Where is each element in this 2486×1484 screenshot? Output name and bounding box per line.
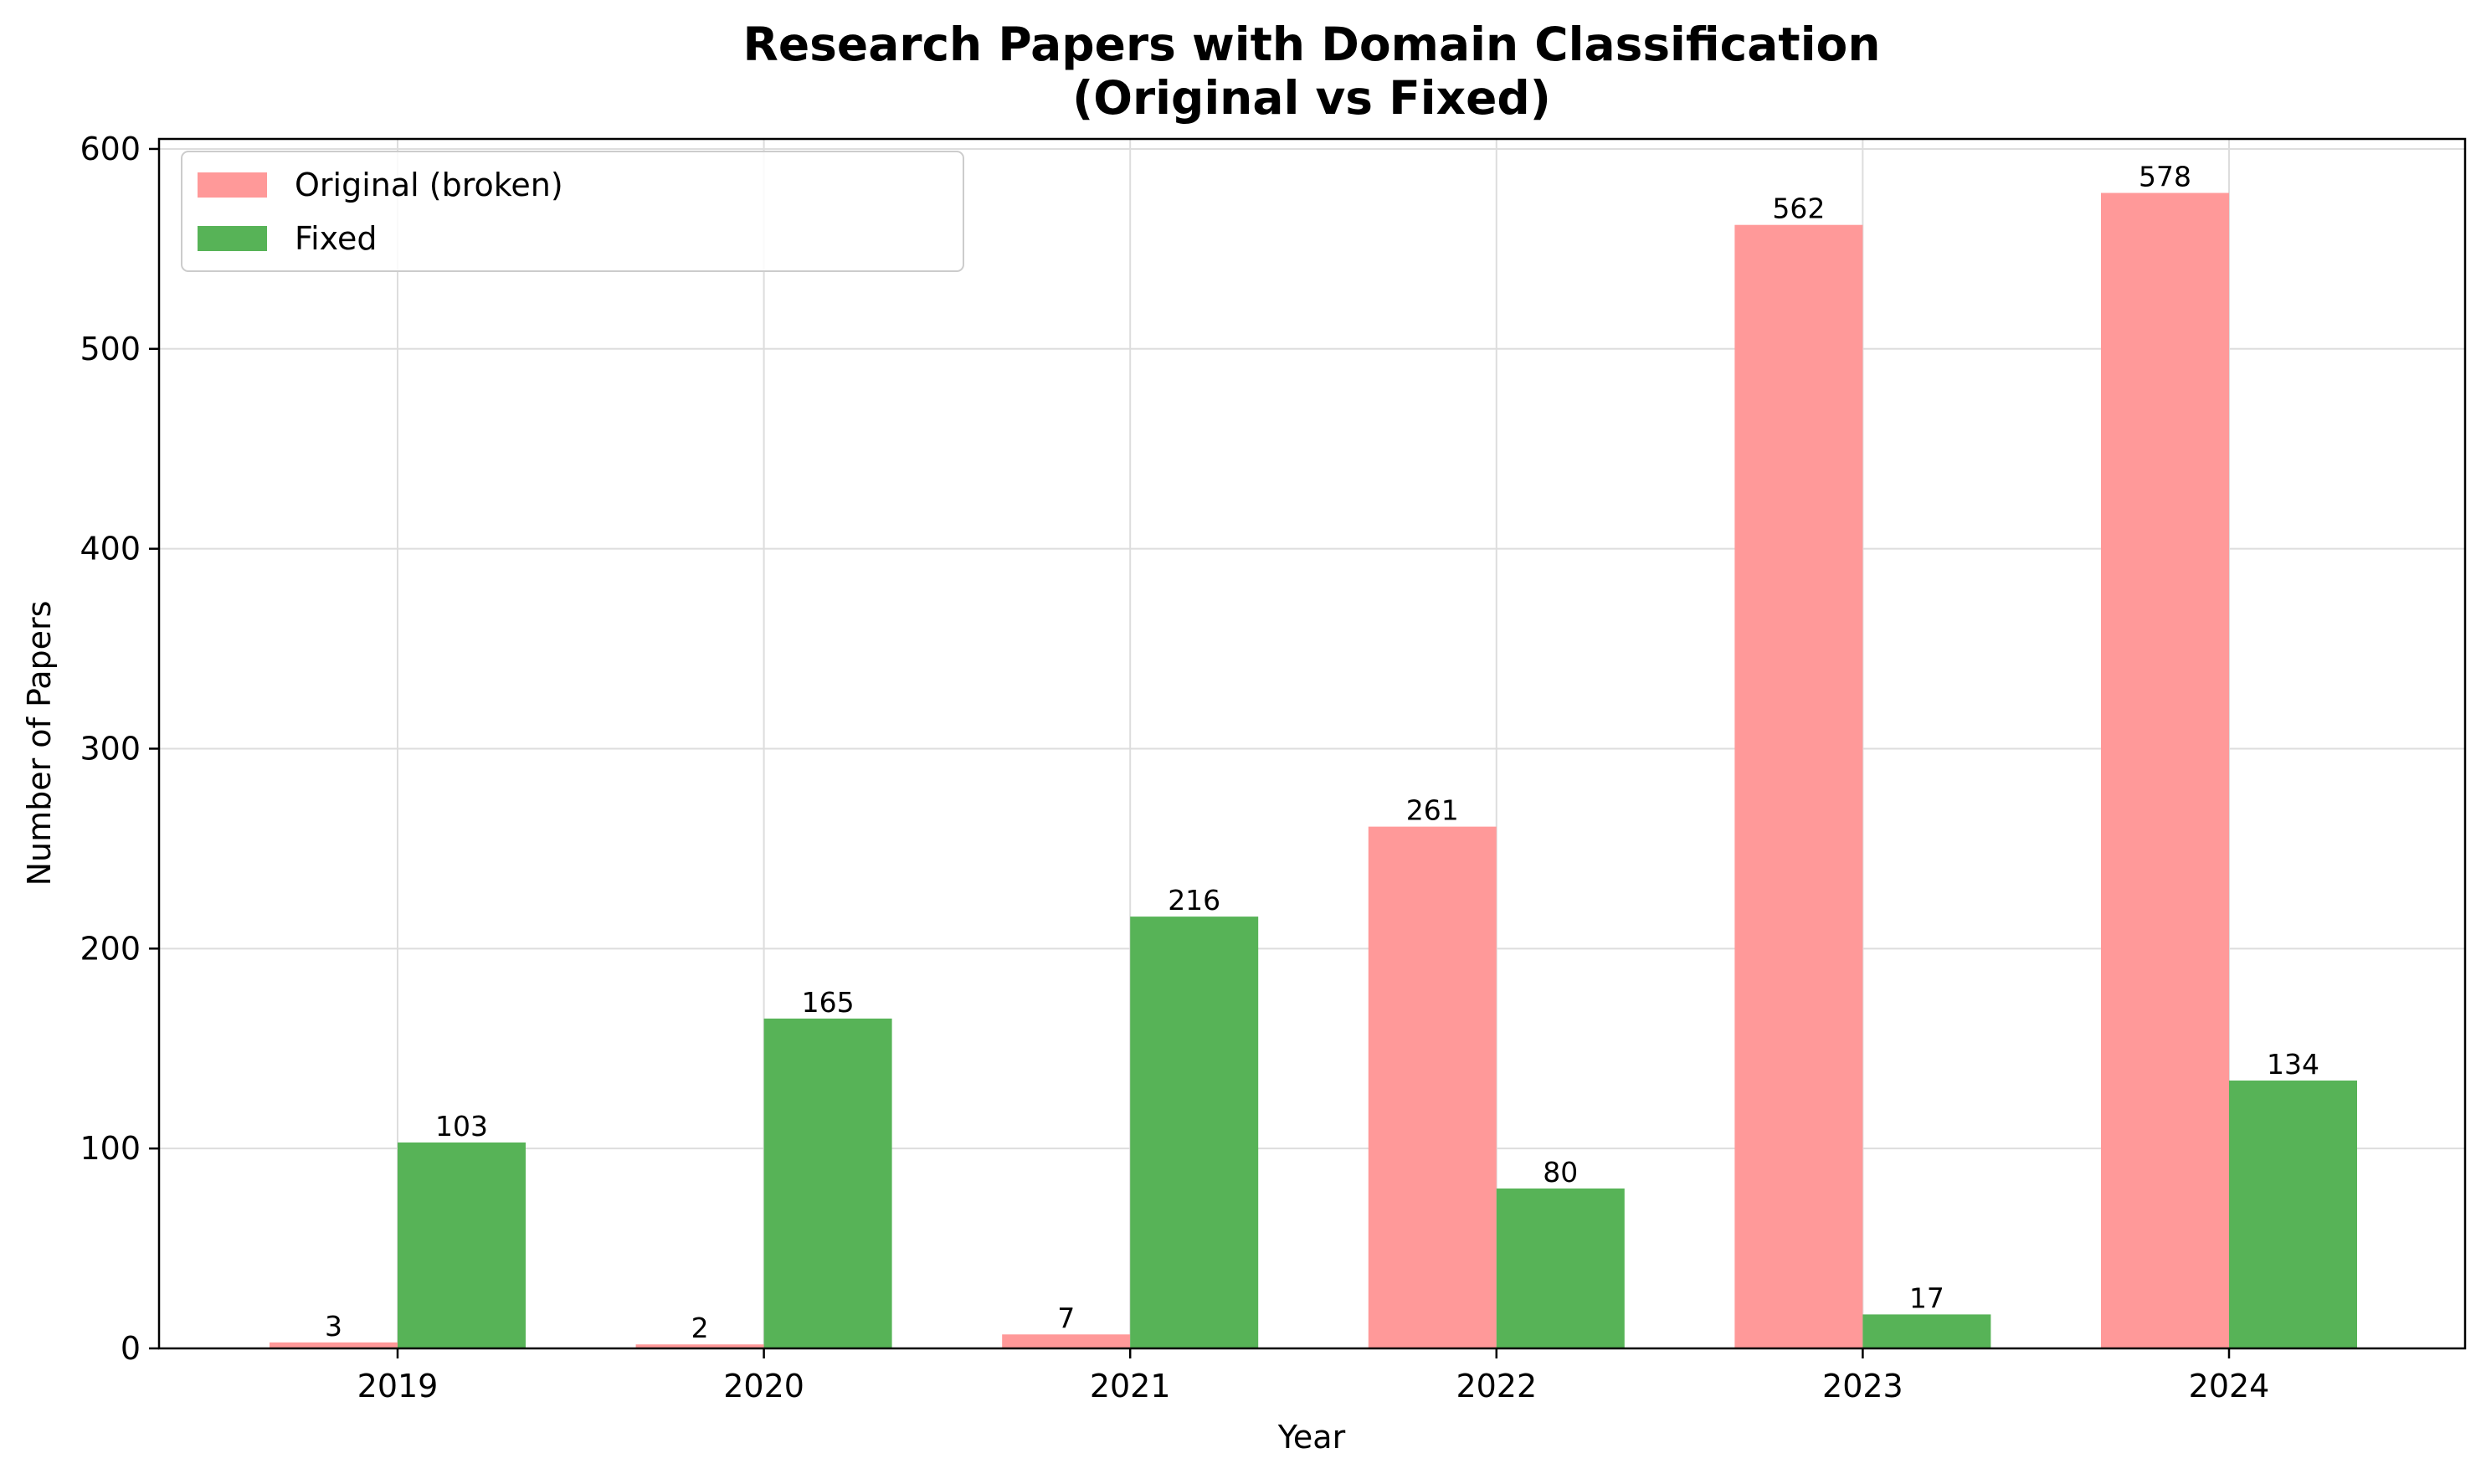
data-label-fixed-2019: 103 [435,1110,488,1143]
y-tick-label: 300 [80,730,141,767]
legend-swatch-original [198,172,267,198]
x-tick-label: 2021 [1090,1368,1171,1404]
legend-swatch-fixed [198,226,267,251]
x-tick-label: 2020 [723,1368,804,1404]
bar-original-2021 [1002,1334,1131,1348]
bar-fixed-2021 [1130,917,1259,1348]
x-tick-label: 2023 [1822,1368,1903,1404]
y-axis-label: Number of Papers [21,601,58,886]
plot-area-frame [157,137,2467,1350]
legend-box [181,151,964,272]
x-tick-label: 2024 [2189,1368,2270,1404]
bar-fixed-2020 [763,1018,892,1348]
x-tick-label: 2019 [357,1368,439,1404]
bar-fixed-2024 [2229,1080,2357,1348]
y-tick-label: 200 [80,930,141,967]
bar-original-2023 [1734,224,1863,1348]
data-label-fixed-2024: 134 [2267,1048,2319,1081]
chart-title: Research Papers with Domain Classificati… [743,18,1881,71]
data-label-original-2022: 261 [1406,794,1459,827]
bar-original-2020 [635,1344,764,1348]
data-label-original-2019: 3 [325,1310,342,1343]
legend-label-fixed: Fixed [295,220,377,257]
data-label-original-2023: 562 [1772,193,1825,225]
bars [270,193,2357,1349]
axis-ticks: 0 100 200 300 400 500 600 2019 2020 2021 2022 2023 2… [80,131,2269,1404]
y-tick-label: 0 [121,1330,141,1367]
bar-fixed-2023 [1862,1314,1991,1348]
bar-original-2024 [2101,193,2229,1349]
data-label-fixed-2022: 80 [1543,1156,1578,1189]
bar-fixed-2022 [1496,1188,1625,1348]
data-label-original-2024: 578 [2139,160,2191,193]
bar-original-2022 [1368,826,1497,1348]
data-label-original-2021: 7 [1057,1302,1075,1334]
y-tick-label: 400 [80,531,141,567]
y-tick-label: 500 [80,331,141,367]
legend-label-original: Original (broken) [295,167,563,203]
legend: Original (broken) Fixed [181,151,964,272]
data-labels: 3 2 7 261 562 578 103 165 216 80 17 134 [325,160,2319,1344]
y-tick-label: 600 [80,131,141,167]
x-tick-label: 2022 [1456,1368,1537,1404]
bar-original-2019 [270,1342,398,1348]
bar-fixed-2019 [398,1142,526,1348]
chart-subtitle: (Original vs Fixed) [1072,71,1551,125]
data-label-fixed-2021: 216 [1168,884,1220,917]
data-label-original-2020: 2 [691,1312,709,1344]
data-label-fixed-2020: 165 [802,986,855,1019]
data-label-fixed-2023: 17 [1909,1281,1944,1314]
y-tick-label: 100 [80,1130,141,1167]
x-axis-label: Year [1277,1419,1346,1456]
